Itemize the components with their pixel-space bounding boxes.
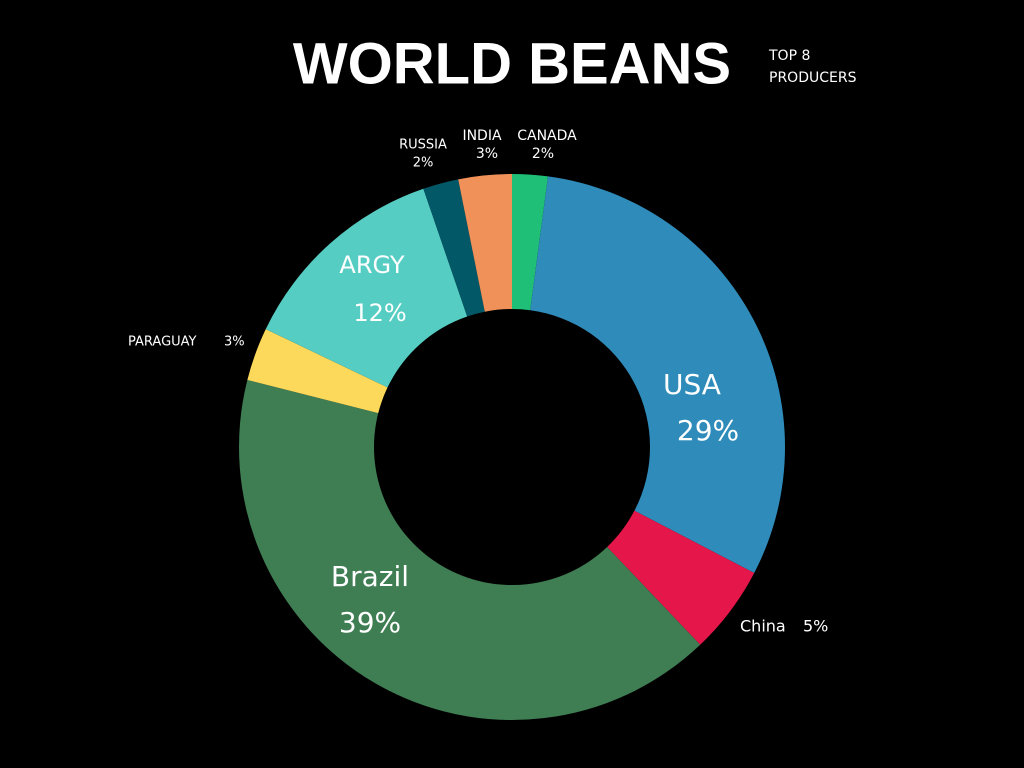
- slice-label: CANADA: [517, 128, 577, 144]
- donut-slice: [265, 188, 468, 388]
- donut-slice: [423, 179, 485, 317]
- donut-slice: [512, 174, 549, 311]
- slice-value-label: 3%: [476, 146, 498, 162]
- slice-label: China: [740, 617, 786, 636]
- slice-value-label: 3%: [224, 335, 245, 350]
- donut-slice: [458, 174, 512, 312]
- slice-label: USA: [663, 368, 721, 401]
- donut-slice: [238, 379, 701, 720]
- donut-slice: [247, 329, 388, 414]
- chart-title: WORLD BEANS: [293, 31, 731, 96]
- slice-value-label: 5%: [803, 617, 828, 636]
- slice-label: RUSSIA: [399, 138, 447, 153]
- donut-slice: [530, 176, 786, 573]
- slice-label: INDIA: [462, 128, 502, 144]
- slice-value-label: 2%: [413, 156, 434, 171]
- slice-value-label: 2%: [532, 146, 554, 162]
- slice-label: Brazil: [331, 560, 409, 593]
- chart-subtitle: PRODUCERS: [769, 70, 857, 86]
- slice-label: PARAGUAY: [128, 335, 197, 350]
- donut-slice: [607, 510, 755, 645]
- slice-value-label: 29%: [677, 414, 739, 447]
- slice-value-label: 39%: [339, 606, 401, 639]
- slice-label: ARGY: [339, 251, 404, 279]
- chart-subtitle: TOP 8: [768, 48, 810, 64]
- slice-value-label: 12%: [353, 299, 406, 327]
